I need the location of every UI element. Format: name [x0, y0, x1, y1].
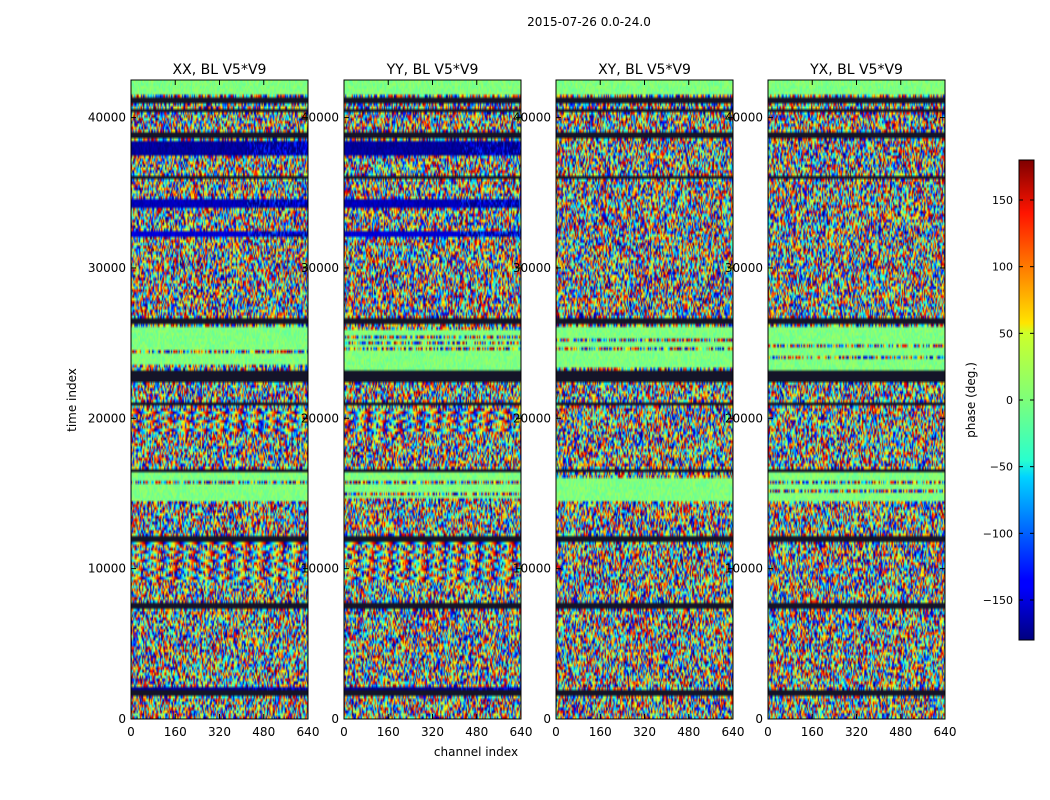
y-tick-label: 20000	[513, 411, 551, 425]
x-tick-label: 0	[127, 725, 135, 739]
x-tick-label: 640	[510, 725, 533, 739]
colorbar-tick-label: −150	[983, 594, 1013, 607]
x-tick-label: 480	[465, 725, 488, 739]
heatmap-image	[556, 80, 733, 719]
x-tick-label: 160	[801, 725, 824, 739]
panel-title: XX, BL V5*V9	[173, 62, 267, 78]
panel-yx: YX, BL V5*V9 0 160 320 480 640 0 10000 20000 3000…	[725, 62, 957, 739]
y-tick-label: 30000	[513, 261, 551, 275]
y-tick-label: 10000	[513, 562, 551, 576]
colorbar-label: phase (deg.)	[964, 362, 978, 438]
y-tick-label: 30000	[88, 261, 126, 275]
x-tick-label: 320	[845, 725, 868, 739]
x-tick-label: 160	[377, 725, 400, 739]
colorbar-tick-label: −50	[990, 461, 1013, 474]
colorbar-ticks: −150 −100 −50 0 50 100 150	[983, 194, 1034, 607]
y-tick-label: 20000	[301, 411, 339, 425]
panel-xx: XX, BL V5*V9 0 160 320 480 640 0 10000 20000 3000…	[88, 62, 320, 739]
x-tick-label: 0	[340, 725, 348, 739]
x-tick-label: 160	[164, 725, 187, 739]
y-tick-label: 40000	[725, 111, 763, 125]
y-tick-label: 0	[755, 712, 763, 726]
x-tick-label: 480	[252, 725, 275, 739]
y-tick-label: 40000	[301, 111, 339, 125]
y-tick-label: 30000	[301, 261, 339, 275]
y-axis-label: time index	[65, 368, 79, 432]
colorbar-tick-label: 0	[1006, 394, 1013, 407]
x-tick-label: 480	[889, 725, 912, 739]
y-tick-label: 0	[543, 712, 551, 726]
x-tick-label: 0	[764, 725, 772, 739]
y-tick-label: 0	[118, 712, 126, 726]
y-tick-label: 10000	[88, 562, 126, 576]
y-tick-label: 40000	[88, 111, 126, 125]
colorbar: −150 −100 −50 0 50 100 150 phase (deg.)	[964, 159, 1035, 641]
colorbar-tick-label: −100	[983, 527, 1013, 540]
y-tick-label: 10000	[725, 562, 763, 576]
x-tick-label: 640	[722, 725, 745, 739]
colorbar-tick-label: 100	[992, 261, 1013, 274]
colorbar-tick-label: 150	[992, 194, 1013, 207]
x-tick-label: 480	[677, 725, 700, 739]
y-tick-label: 10000	[301, 562, 339, 576]
x-tick-label: 0	[552, 725, 560, 739]
panels-group: XX, BL V5*V9 0 160 320 480 640 0 10000 20000 3000…	[88, 62, 957, 739]
x-axis-label: channel index	[434, 745, 518, 759]
x-tick-label: 160	[589, 725, 612, 739]
y-tick-label: 30000	[725, 261, 763, 275]
colorbar-tick-label: 50	[999, 327, 1013, 340]
panel-title: YY, BL V5*V9	[386, 62, 479, 78]
x-tick-label: 320	[633, 725, 656, 739]
y-tick-label: 40000	[513, 111, 551, 125]
panel-yy: YY, BL V5*V9 0 160 320 480 640 0 10000 20000 3000…	[301, 62, 533, 739]
heatmap-image	[344, 80, 521, 719]
panel-xy: XY, BL V5*V9 0 160 320 480 640 0 10000 20000 3000…	[513, 62, 745, 739]
x-tick-label: 640	[934, 725, 957, 739]
x-tick-label: 320	[208, 725, 231, 739]
heatmap-image	[131, 80, 308, 719]
panel-title: YX, BL V5*V9	[809, 62, 903, 78]
figure-suptitle: 2015-07-26 0.0-24.0	[527, 15, 651, 29]
panel-title: XY, BL V5*V9	[598, 62, 691, 78]
y-tick-label: 20000	[88, 411, 126, 425]
y-tick-label: 20000	[725, 411, 763, 425]
y-tick-label: 0	[331, 712, 339, 726]
heatmap-image	[768, 80, 945, 719]
x-tick-label: 640	[297, 725, 320, 739]
x-tick-label: 320	[421, 725, 444, 739]
